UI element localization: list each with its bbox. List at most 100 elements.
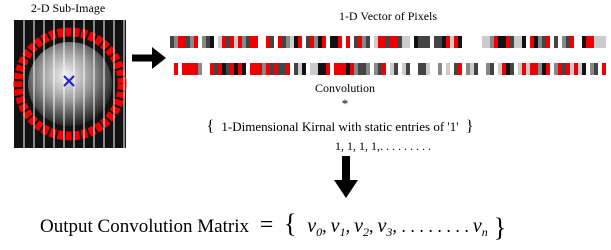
pixel	[450, 63, 454, 75]
pixel	[486, 36, 490, 48]
pixel	[198, 63, 202, 75]
brace: {	[284, 209, 296, 238]
pixel	[322, 63, 326, 75]
pixel	[238, 36, 242, 48]
pixel	[362, 36, 366, 48]
pixel	[390, 36, 394, 48]
pixel	[306, 36, 310, 48]
pixel	[190, 36, 194, 48]
pixel	[322, 36, 326, 48]
pixel	[274, 36, 278, 48]
pixel	[414, 36, 418, 48]
pixel	[206, 63, 210, 75]
output-label: Output Convolution Matrix	[40, 216, 250, 237]
pixel	[210, 36, 214, 48]
pixel	[370, 36, 374, 48]
pixel	[170, 36, 174, 48]
pixel	[318, 36, 322, 48]
pixel	[410, 36, 414, 48]
pixel	[174, 63, 178, 75]
pixel	[482, 63, 486, 75]
pixel	[290, 36, 294, 48]
pixel	[562, 63, 566, 75]
pixel	[590, 63, 594, 75]
pixel	[254, 63, 258, 75]
pixel	[266, 63, 270, 75]
pixel	[454, 36, 458, 48]
sub-image	[14, 20, 126, 148]
pixel	[230, 36, 234, 48]
pixel	[366, 36, 370, 48]
pixel	[258, 63, 262, 75]
pixel	[534, 63, 538, 75]
pixel	[398, 36, 402, 48]
pixel	[526, 63, 530, 75]
pixel	[486, 63, 490, 75]
pixel	[406, 36, 410, 48]
pixel	[518, 36, 522, 48]
operation-symbol: *	[342, 96, 349, 111]
pixel	[442, 36, 446, 48]
pixel	[470, 63, 474, 75]
pixel	[538, 63, 542, 75]
pixel	[570, 63, 574, 75]
pixel	[330, 36, 334, 48]
pixel	[426, 36, 430, 48]
pixel	[302, 36, 306, 48]
pixel	[326, 36, 330, 48]
pixel	[602, 36, 606, 48]
pixel	[530, 63, 534, 75]
term-sep: ,	[322, 216, 327, 236]
pixel	[446, 63, 450, 75]
pixel	[394, 36, 398, 48]
pixel	[234, 36, 238, 48]
term-subscript: 3	[385, 225, 392, 239]
pixel	[478, 36, 482, 48]
pixel	[346, 36, 350, 48]
pixel	[570, 36, 574, 48]
term-symbol: v	[307, 215, 316, 237]
pixel	[242, 36, 246, 48]
pixel	[566, 63, 570, 75]
pixel	[310, 63, 314, 75]
pixel	[246, 36, 250, 48]
pixel	[590, 36, 594, 48]
operation-name: Convolution	[315, 81, 375, 95]
pixel	[246, 63, 250, 75]
arrow-head	[152, 47, 166, 69]
pixel	[598, 63, 602, 75]
pixel	[458, 63, 462, 75]
pixel	[594, 36, 598, 48]
pixel	[538, 36, 542, 48]
pixel	[542, 36, 546, 48]
pixel	[422, 36, 426, 48]
pixel	[314, 36, 318, 48]
pixel	[342, 63, 346, 75]
pixel	[366, 63, 370, 75]
pixel	[382, 63, 386, 75]
pixel	[498, 36, 502, 48]
term-symbol: v	[377, 215, 386, 237]
pixel	[254, 36, 258, 48]
pixel	[206, 36, 210, 48]
pixel	[394, 63, 398, 75]
pixel	[418, 36, 422, 48]
pixel	[434, 63, 438, 75]
pixel	[438, 63, 442, 75]
pixel	[370, 63, 374, 75]
pixel	[306, 63, 310, 75]
pixel	[426, 63, 430, 75]
pixel	[250, 36, 254, 48]
pixel	[594, 63, 598, 75]
pixel	[502, 63, 506, 75]
pixel	[574, 63, 578, 75]
pixel	[554, 36, 558, 48]
pixel	[550, 36, 554, 48]
pixel	[442, 63, 446, 75]
pixel	[550, 63, 554, 75]
pixel	[558, 36, 562, 48]
pixel	[414, 63, 418, 75]
pixel	[490, 36, 494, 48]
pixel	[278, 36, 282, 48]
pixel	[602, 63, 606, 75]
